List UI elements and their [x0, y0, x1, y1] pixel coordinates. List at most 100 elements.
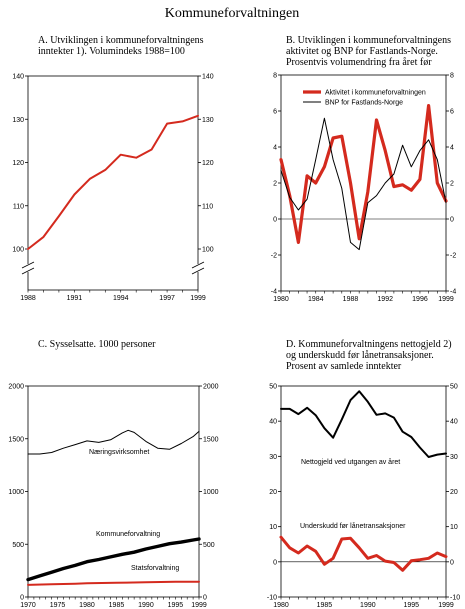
- chart-panel-d: D. Kommuneforvaltningens nettogjeld 2)og…: [267, 339, 460, 609]
- panel-title-line: A. Utviklingen i kommuneforvaltningens: [38, 35, 204, 46]
- series-label: Statsforvaltning: [131, 565, 179, 572]
- y-tick-label-left: 500: [12, 542, 24, 549]
- figure-title: Kommuneforvaltningen: [165, 6, 300, 21]
- y-tick-label-right: 50: [450, 384, 458, 391]
- y-tick-label-right: 100: [202, 247, 214, 254]
- x-tick-label: 1970: [20, 602, 36, 609]
- y-tick-label-right: 500: [203, 542, 215, 549]
- panel-title-line: aktivitet og BNP for Fastlands-Norge.: [286, 46, 438, 57]
- x-tick-label: 1994: [113, 295, 129, 302]
- y-tick-label-left: 130: [12, 117, 24, 124]
- y-tick-label-left: 2000: [8, 384, 24, 391]
- x-tick-label: 1984: [308, 296, 324, 303]
- y-tick-label-right: 6: [450, 109, 454, 116]
- series-line-3: [27, 580, 200, 586]
- y-tick-label-right: 20: [450, 489, 458, 496]
- y-tick-label-right: 2000: [203, 384, 219, 391]
- x-tick-label: 1995: [403, 602, 419, 609]
- legend-label: Aktivitet i kommuneforvaltningen: [325, 90, 426, 97]
- series-line-1: [27, 429, 200, 455]
- x-tick-label: 1988: [20, 295, 36, 302]
- series-line-2: [280, 117, 447, 251]
- y-tick-label-left: -10: [267, 595, 277, 602]
- y-tick-label-right: 1500: [203, 436, 219, 443]
- panel-title-line: Prosentvis volumendring fra året før: [286, 57, 432, 68]
- y-tick-label-left: -4: [271, 289, 277, 296]
- panel-title-line: og underskudd før lånetransaksjoner.: [286, 350, 434, 361]
- y-tick-label-right: 0: [450, 217, 454, 224]
- panel-title-line: Prosent av samlede inntekter: [286, 361, 402, 372]
- y-tick-label-right: 2: [450, 181, 454, 188]
- x-tick-label: 1996: [412, 296, 428, 303]
- x-tick-label: 1999: [438, 602, 454, 609]
- series-label: Nettogjeld ved utgangen av året: [301, 458, 400, 466]
- y-tick-label-right: -2: [450, 253, 456, 260]
- y-tick-label-left: 2: [273, 181, 277, 188]
- y-tick-label-right: 0: [450, 559, 454, 566]
- y-tick-label-left: 140: [12, 74, 24, 81]
- y-tick-label-right: -10: [450, 595, 460, 602]
- series-line-2: [279, 535, 448, 572]
- series-label: Kommuneforvaltning: [96, 531, 160, 538]
- x-tick-label: 1990: [138, 602, 154, 609]
- y-tick-label-left: 1500: [8, 436, 24, 443]
- series-line: [27, 114, 199, 250]
- panel-title-line: C. Sysselsatte. 1000 personer: [38, 339, 156, 350]
- series-line-2: [26, 537, 201, 582]
- y-tick-label-left: 0: [20, 595, 24, 602]
- y-tick-label-left: 1000: [8, 489, 24, 496]
- axis-break-gap: [22, 264, 204, 272]
- x-tick-label: 1980: [273, 602, 289, 609]
- y-tick-label-left: 10: [269, 524, 277, 531]
- plot-frame: [280, 385, 447, 598]
- y-tick-label-right: 1000: [203, 489, 219, 496]
- panel-title-line: inntekter 1). Volumindeks 1988=100: [38, 46, 185, 57]
- series-line-1: [280, 390, 447, 458]
- y-tick-label-left: 110: [13, 203, 24, 210]
- series-label: Næringsvirksomhet: [89, 449, 149, 456]
- x-tick-label: 1980: [273, 296, 289, 303]
- plot-frame: [27, 75, 199, 291]
- y-tick-label-left: 100: [12, 247, 24, 254]
- x-tick-label: 1997: [159, 295, 175, 302]
- y-tick-label-right: 40: [450, 419, 458, 426]
- y-tick-label-left: 40: [269, 419, 277, 426]
- panel-title-line: D. Kommuneforvaltningens nettogjeld 2): [286, 339, 452, 350]
- chart-panel-b: B. Utviklingen i kommuneforvaltningensak…: [271, 35, 457, 303]
- y-tick-label-right: 4: [450, 145, 454, 152]
- x-tick-label: 1999: [190, 295, 206, 302]
- y-tick-label-left: 120: [12, 160, 24, 167]
- x-tick-label: 1985: [317, 602, 333, 609]
- panel-title-line: B. Utviklingen i kommuneforvaltningens: [286, 35, 451, 46]
- x-tick-label: 1990: [360, 602, 376, 609]
- x-tick-label: 1992: [377, 296, 393, 303]
- y-tick-label-left: 8: [273, 73, 277, 80]
- series-label: Underskudd før lånetransaksjoner: [300, 522, 406, 530]
- y-tick-label-left: 0: [273, 559, 277, 566]
- y-tick-label-left: -2: [271, 253, 277, 260]
- y-tick-label-left: 0: [273, 217, 277, 224]
- x-tick-label: 1988: [343, 296, 359, 303]
- series-line-1: [279, 103, 448, 244]
- axis-break-mark: [191, 261, 205, 269]
- chart-panel-c: C. Sysselsatte. 1000 personer 0 500 1000 150…: [8, 339, 218, 609]
- axis-break-mark: [191, 267, 205, 275]
- y-tick-label-right: 130: [202, 117, 214, 124]
- x-tick-label: 1985: [109, 602, 125, 609]
- y-tick-label-right: 10: [450, 524, 458, 531]
- x-tick-label: 1975: [50, 602, 66, 609]
- y-tick-label-right: 0: [203, 595, 207, 602]
- x-tick-label: 1980: [79, 602, 95, 609]
- y-tick-label-right: 140: [202, 74, 214, 81]
- x-tick-label: 1995: [168, 602, 184, 609]
- y-tick-label-left: 4: [273, 145, 277, 152]
- y-tick-label-right: -4: [450, 289, 456, 296]
- chart-panel-a: A. Utviklingen i kommuneforvaltningensin…: [12, 35, 213, 302]
- y-tick-label-left: 50: [269, 384, 277, 391]
- y-tick-label-right: 110: [202, 203, 213, 210]
- axis-break-mark: [21, 267, 35, 275]
- legend-label: BNP for Fastlands-Norge: [325, 100, 403, 107]
- y-tick-label-right: 30: [450, 454, 458, 461]
- axis-break-mark: [21, 261, 35, 269]
- x-tick-label: 1999: [438, 296, 454, 303]
